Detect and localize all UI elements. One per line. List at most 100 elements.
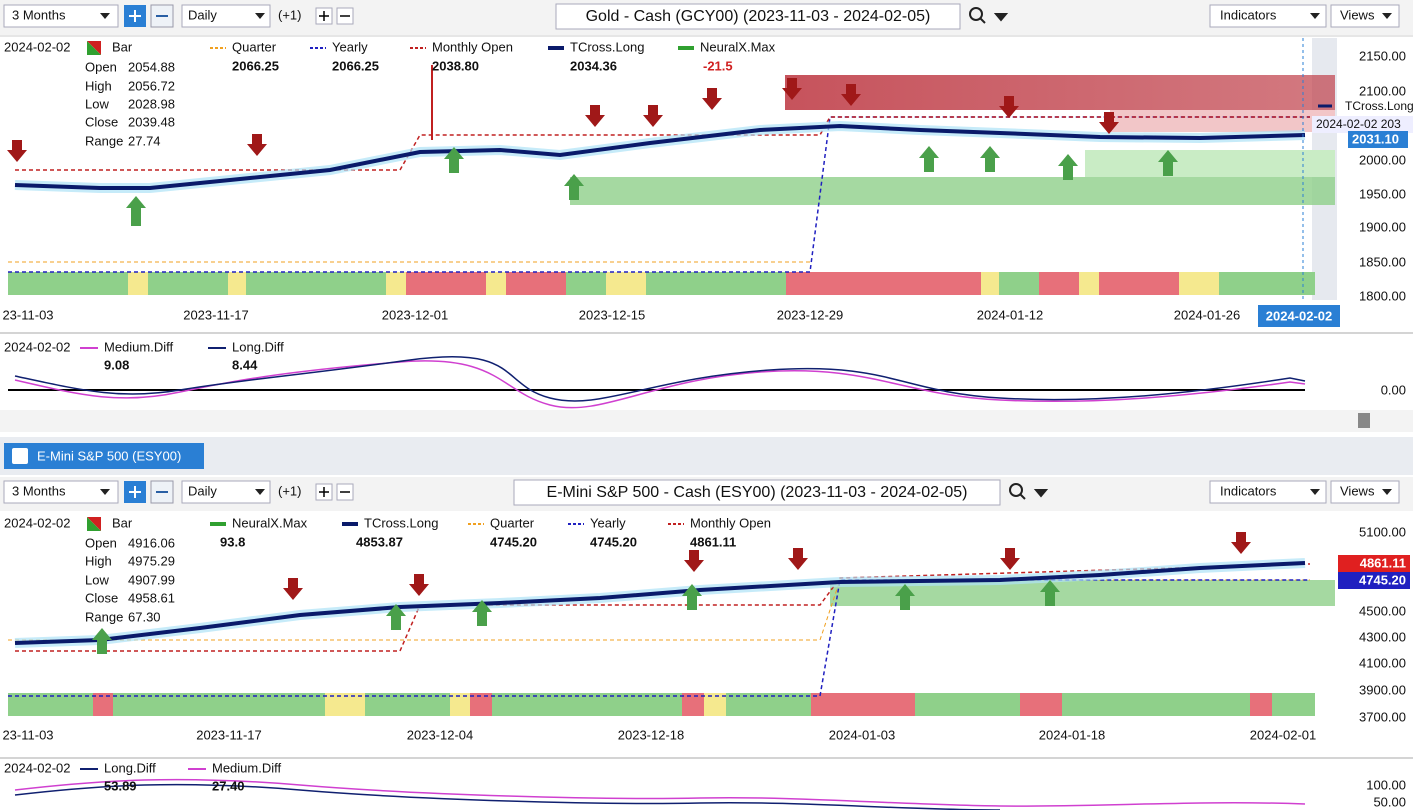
caret xyxy=(100,13,110,19)
x-tick-label: 2023-12-15 xyxy=(579,307,646,322)
interval-select[interactable] xyxy=(181,480,271,504)
indicators-select[interactable] xyxy=(1209,480,1327,504)
plus-icon xyxy=(319,11,329,21)
price-tag xyxy=(1338,555,1410,572)
price-tag xyxy=(1348,131,1408,148)
symbol-box[interactable] xyxy=(513,479,1001,506)
ohlc-label: Open xyxy=(85,59,117,74)
caret xyxy=(1382,489,1392,495)
sub-indicator-name: Long.Diff xyxy=(232,339,284,354)
plus-icon xyxy=(129,10,141,22)
y-tick-label: 1850.00 xyxy=(1359,254,1406,269)
ohlc-label: Low xyxy=(85,96,109,111)
search-handle xyxy=(979,13,1009,24)
ohlc-value: 2039.48 xyxy=(128,114,175,129)
tcross-line xyxy=(14,123,1306,190)
monthly-open-line xyxy=(15,116,1310,171)
indicator-value: 4745.20 xyxy=(590,534,637,549)
y-tick-label: 1800.00 xyxy=(1359,288,1406,303)
indicator-name: Quarter xyxy=(232,39,277,54)
views-select[interactable] xyxy=(1330,480,1400,504)
ohlc-label: High xyxy=(85,553,112,568)
resistance-zone xyxy=(1110,110,1335,132)
medium-diff-line xyxy=(14,778,1306,807)
sub-indicator-name: Long.Diff xyxy=(104,760,156,775)
period-select[interactable] xyxy=(3,4,119,28)
x-tick-label: 2023-12-04 xyxy=(407,727,474,742)
sub-indicator-value: 27.40 xyxy=(212,778,245,793)
cursor-date: 2024-02-02 xyxy=(1266,308,1333,323)
caret xyxy=(1310,13,1320,19)
indicators-label: Indicators xyxy=(1220,7,1277,22)
tab[interactable] xyxy=(4,443,204,469)
support-zone xyxy=(570,177,1335,205)
sub-date: 2024-02-02 xyxy=(4,760,71,775)
up-arrows xyxy=(126,146,1178,226)
interval-label: Daily xyxy=(188,483,217,498)
indicator-name: TCross.Long xyxy=(570,39,644,54)
x-tick-label: 2023-11-17 xyxy=(196,727,262,742)
chart-title: E-Mini S&P 500 - Cash (ESY00) (2023-11-0… xyxy=(547,484,968,501)
ohlc-label: Close xyxy=(85,114,118,129)
ohlc-value: 2056.72 xyxy=(128,78,175,93)
search-handle xyxy=(1019,489,1049,500)
legend-bar: Bar xyxy=(112,515,133,530)
up-arrows xyxy=(92,580,1060,654)
long-diff-line xyxy=(14,783,1001,810)
indicators-select[interactable] xyxy=(1209,4,1327,28)
indicator-name: Yearly xyxy=(590,515,626,530)
x-tick-label: 23-11-03 xyxy=(2,727,53,742)
sub-indicator-value: 9.08 xyxy=(104,357,129,372)
x-tick-label: 2024-02-01 xyxy=(1250,727,1317,742)
plus-icon xyxy=(319,487,329,497)
plus-icon xyxy=(129,486,141,498)
support-zone xyxy=(1085,150,1335,177)
interval-select[interactable] xyxy=(181,4,271,28)
caret xyxy=(255,13,265,19)
x-tick-label: 2023-11-17 xyxy=(183,307,249,322)
search-icon[interactable] xyxy=(969,7,983,21)
sub-indicator-name: Medium.Diff xyxy=(104,339,174,354)
search-icon[interactable] xyxy=(1009,483,1023,497)
views-select[interactable] xyxy=(1330,4,1400,28)
bar-icon xyxy=(87,41,101,55)
ohlc-value: 4975.29 xyxy=(128,553,175,568)
y-tick-label: 50.00 xyxy=(1373,794,1406,809)
x-tick-label: 2024-01-18 xyxy=(1039,727,1106,742)
indicator-value: -21.5 xyxy=(703,58,733,73)
tcross-line xyxy=(14,561,1306,645)
legend-date: 2024-02-02 xyxy=(4,515,71,530)
indicator-value: 4861.11 xyxy=(690,534,736,549)
color-band xyxy=(8,272,1315,295)
ohlc-value: 2054.88 xyxy=(128,59,175,74)
ohlc-label: Open xyxy=(85,535,117,550)
y-tick-label: 1900.00 xyxy=(1359,219,1406,234)
symbol-box[interactable] xyxy=(555,3,961,30)
y-tick-label: 4100.00 xyxy=(1359,655,1406,670)
ohlc-label: Close xyxy=(85,590,118,605)
indicator-name: Monthly Open xyxy=(690,515,771,530)
indicator-value: 4745.20 xyxy=(490,534,537,549)
legend-bar: Bar xyxy=(112,39,133,54)
y-tick-label: 2000.00 xyxy=(1359,152,1406,167)
indicator-value: 2066.25 xyxy=(332,58,379,73)
color-band xyxy=(8,693,1315,716)
indicator-name: Monthly Open xyxy=(432,39,513,54)
sub-date: 2024-02-02 xyxy=(4,339,71,354)
y-tick-label: 100.00 xyxy=(1366,777,1406,792)
y-tick-label: 5100.00 xyxy=(1359,524,1406,539)
scrollbar[interactable] xyxy=(0,410,1413,432)
period-select[interactable] xyxy=(3,480,119,504)
x-tick-label: 2024-01-03 xyxy=(829,727,896,742)
tag-date: 2024-02-02 203 xyxy=(1316,117,1401,131)
monthly-open-line xyxy=(15,563,1311,652)
indicator-name: Quarter xyxy=(490,515,535,530)
down-arrows xyxy=(283,532,1251,600)
sub-indicator-value: 53.89 xyxy=(104,778,137,793)
down-arrows xyxy=(7,78,1119,162)
indicator-value: 2038.80 xyxy=(432,58,479,73)
y-tick-label: 0.00 xyxy=(1381,382,1406,397)
indicator-value: 2034.36 xyxy=(570,58,617,73)
ohlc-label: Range xyxy=(85,133,123,148)
